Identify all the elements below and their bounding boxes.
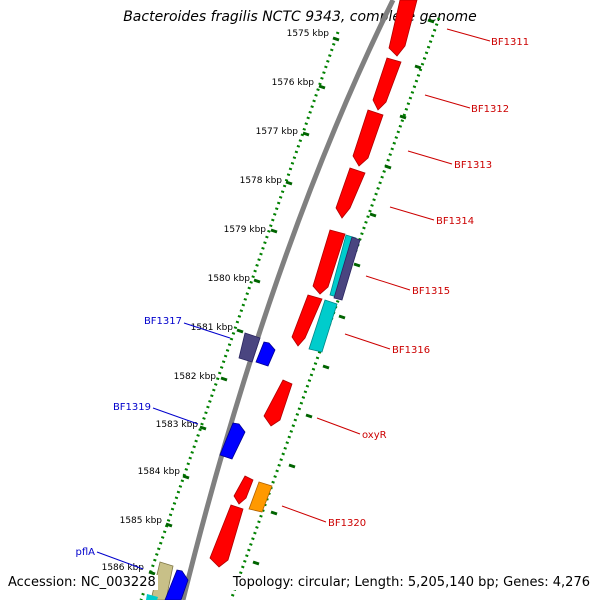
gene-arrow-bf1319[interactable]: [219, 422, 246, 460]
genome-backbone: [180, 0, 396, 600]
gene-arrow-bf1318[interactable]: [233, 475, 254, 505]
gene-arrow-bf1314[interactable]: [335, 167, 366, 219]
ruler-tick-marks: [148, 36, 340, 576]
gene-label-bf1313: BF1313: [454, 160, 492, 171]
orange-feature-bf1320[interactable]: [248, 481, 273, 513]
ruler-tick-label: 1583 kbp: [156, 420, 199, 430]
ruler-tick-label: 1582 kbp: [174, 372, 217, 382]
ruler-tick-label: 1578 kbp: [240, 176, 283, 186]
gene-label-bf1312: BF1312: [471, 104, 509, 115]
genome-summary-label: Topology: circular; Length: 5,205,140 bp…: [230, 575, 592, 590]
gene-arrow-pfla[interactable]: [164, 569, 189, 600]
accession-label: Accession: NC_003228: [6, 575, 158, 590]
gene-label-bf1317: BF1317: [144, 316, 182, 327]
ruler-tick-label: 1585 kbp: [120, 516, 163, 526]
cyan-feature-bottom[interactable]: [146, 594, 158, 600]
gene-label-bf1314: BF1314: [436, 216, 474, 227]
gene-arrow-bf1320[interactable]: [209, 504, 244, 568]
ruler-tick-label: 1579 kbp: [224, 225, 267, 235]
gene-arrow-bf1317[interactable]: [255, 341, 276, 367]
ruler-tick-label: 1575 kbp: [287, 29, 330, 39]
gene-arrow-bf1316[interactable]: [291, 294, 323, 347]
gene-label-bf1316: BF1316: [392, 345, 430, 356]
ruler-tick-label: 1576 kbp: [272, 78, 315, 88]
gene-arrow-oxyr[interactable]: [263, 379, 293, 427]
gene-arrow-bf1317-dark[interactable]: [238, 332, 261, 363]
gene-label-pfla: pflA: [76, 547, 96, 558]
ruler-tick-label: 1580 kbp: [208, 274, 251, 284]
gene-label-bf1320: BF1320: [328, 518, 366, 529]
ruler-tick-label: 1584 kbp: [138, 467, 181, 477]
gene-arrow-bf1311[interactable]: [388, 0, 418, 57]
gene-label-bf1311: BF1311: [491, 37, 529, 48]
gene-label-oxyr: oxyR: [362, 430, 387, 441]
feature-track: [229, 17, 441, 600]
gene-label-bf1315: BF1315: [412, 286, 450, 297]
gene-label-bf1319: BF1319: [113, 402, 151, 413]
gene-arrow-bf1312[interactable]: [372, 57, 402, 111]
ruler-tick-label: 1577 kbp: [256, 127, 299, 137]
gene-arrow-bf1313[interactable]: [352, 109, 384, 167]
ruler-tick-label: 1586 kbp: [102, 563, 145, 573]
feature-track-tick-marks: [252, 18, 435, 566]
gene-arrow-bf1315[interactable]: [312, 229, 346, 295]
dark-feature-bf1315[interactable]: [333, 236, 361, 301]
cyan-feature-bf1316[interactable]: [308, 299, 338, 353]
ruler-tick-label: 1581 kbp: [191, 323, 234, 333]
ruler-track: [139, 31, 340, 600]
